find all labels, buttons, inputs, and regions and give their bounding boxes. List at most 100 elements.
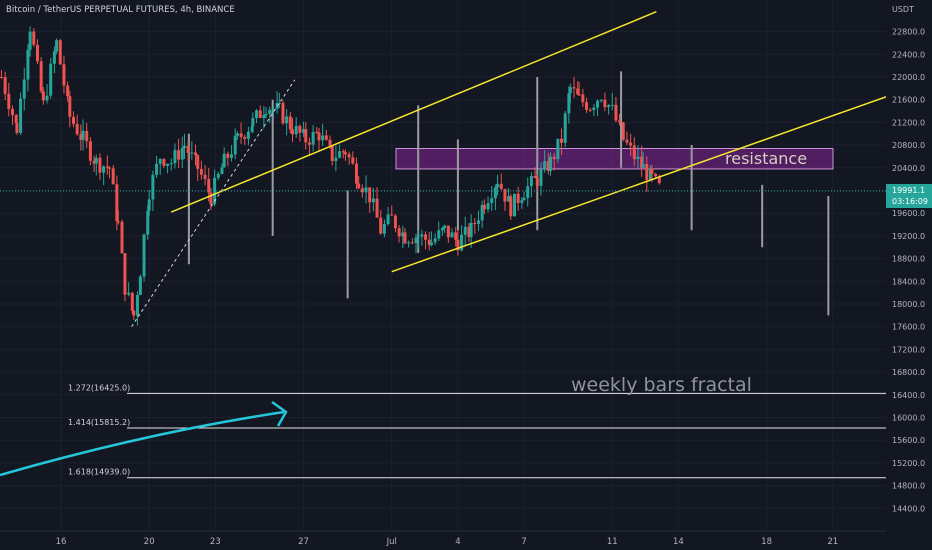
price-tick-label: 22800.0 bbox=[892, 28, 925, 37]
candle-body bbox=[650, 168, 654, 174]
candle-body bbox=[614, 104, 618, 121]
time-tick-label: 18 bbox=[761, 537, 772, 547]
candle-body bbox=[516, 193, 520, 204]
candle-body bbox=[403, 232, 407, 244]
fib-extension-levels: 1.272(16425.0) 1.414(15815.2) 1.618(14939.… bbox=[68, 383, 886, 479]
candle-body bbox=[364, 187, 368, 193]
candle-body bbox=[543, 161, 547, 170]
candle-body bbox=[243, 136, 247, 139]
candle-body bbox=[291, 129, 295, 135]
candle-body bbox=[151, 174, 155, 200]
candle-body bbox=[354, 163, 358, 184]
candle-body bbox=[226, 153, 230, 158]
candle-body bbox=[473, 222, 477, 224]
candle-body bbox=[343, 152, 347, 155]
candle-body bbox=[262, 114, 266, 118]
price-tick-label: 17200.0 bbox=[892, 345, 925, 354]
candle-body bbox=[173, 150, 177, 164]
candle-body bbox=[14, 115, 18, 123]
candle-body bbox=[577, 94, 581, 96]
candle-body bbox=[427, 239, 431, 246]
candle-body bbox=[581, 94, 585, 103]
candle-body bbox=[123, 253, 127, 295]
candle-body bbox=[539, 169, 543, 186]
time-tick-label: 16 bbox=[56, 537, 67, 547]
candle-body bbox=[529, 176, 533, 187]
candle-body bbox=[105, 166, 109, 168]
candle-body bbox=[111, 168, 115, 185]
price-tick-label: 15200.0 bbox=[892, 459, 925, 468]
time-tick-label: 11 bbox=[607, 537, 618, 547]
time-tick-label: 14 bbox=[673, 537, 684, 547]
candle-body bbox=[81, 130, 85, 140]
candle-body bbox=[341, 151, 345, 153]
candle-body bbox=[79, 134, 83, 140]
price-tick-label: 22000.0 bbox=[892, 73, 925, 82]
candle-body bbox=[127, 292, 131, 295]
candle-body bbox=[632, 145, 636, 160]
candle-body bbox=[629, 142, 633, 146]
candle-body bbox=[285, 116, 289, 124]
candle-body bbox=[15, 122, 19, 133]
candle-body bbox=[94, 157, 98, 164]
price-tick-label: 20800.0 bbox=[892, 141, 925, 150]
candle-body bbox=[641, 164, 645, 168]
candle-body bbox=[3, 77, 7, 94]
candle-body bbox=[130, 292, 134, 311]
candlestick-series bbox=[0, 26, 661, 326]
candle-body bbox=[68, 96, 72, 117]
candle-body bbox=[596, 100, 600, 108]
grid-lines bbox=[0, 0, 886, 531]
candle-body bbox=[443, 225, 447, 228]
price-tick-label: 14400.0 bbox=[892, 504, 925, 513]
candle-body bbox=[621, 122, 625, 140]
price-tick-label: 18800.0 bbox=[892, 255, 925, 264]
candle-body bbox=[271, 108, 275, 110]
candle-body bbox=[416, 236, 420, 238]
candle-body bbox=[155, 163, 159, 175]
candle-body bbox=[410, 242, 414, 244]
candle-body bbox=[288, 116, 292, 130]
candle-body bbox=[298, 125, 302, 133]
candle-body bbox=[645, 164, 649, 180]
candle-body bbox=[307, 142, 311, 145]
candle-body bbox=[203, 174, 207, 180]
candle-body bbox=[207, 179, 211, 193]
candle-body bbox=[268, 109, 272, 114]
price-tick-label: 14800.0 bbox=[892, 482, 925, 491]
candle-body bbox=[599, 99, 603, 101]
candle-body bbox=[576, 88, 580, 95]
price-tick-label: 18000.0 bbox=[892, 300, 925, 309]
candle-body bbox=[512, 193, 516, 217]
candle-body bbox=[147, 199, 151, 211]
candle-body bbox=[546, 161, 550, 171]
candle-body bbox=[45, 95, 49, 101]
candle-body bbox=[592, 107, 596, 111]
candle-body bbox=[476, 220, 480, 224]
candle-body bbox=[169, 163, 173, 165]
time-axis[interactable]: 16 20 23 27 Jul 4 7 11 14 18 21 bbox=[0, 530, 886, 550]
price-axis-background bbox=[886, 0, 932, 550]
candle-body bbox=[603, 99, 607, 108]
candle-body bbox=[28, 31, 32, 50]
candle-body bbox=[460, 234, 464, 251]
candle-body bbox=[108, 167, 112, 169]
candle-body bbox=[138, 276, 142, 296]
candle-body bbox=[446, 225, 450, 238]
candle-body bbox=[568, 87, 572, 94]
fib-level-label: 1.272(16425.0) bbox=[68, 383, 130, 392]
price-axis[interactable]: USDT 14400.0 14800.0 15200.0 15600.0 16000.0 1… bbox=[886, 0, 932, 550]
candle-body bbox=[407, 242, 411, 244]
candle-body bbox=[26, 49, 30, 80]
trend-drawings[interactable] bbox=[0, 11, 911, 477]
price-tick-label: 16000.0 bbox=[892, 414, 925, 423]
candle-body bbox=[607, 105, 611, 108]
candle-body bbox=[162, 159, 166, 166]
candle-body bbox=[390, 214, 394, 216]
candle-body bbox=[450, 232, 454, 238]
candle-body bbox=[180, 147, 184, 160]
candle-body bbox=[186, 145, 190, 153]
candle-body bbox=[220, 167, 224, 175]
candle-body bbox=[311, 131, 315, 145]
